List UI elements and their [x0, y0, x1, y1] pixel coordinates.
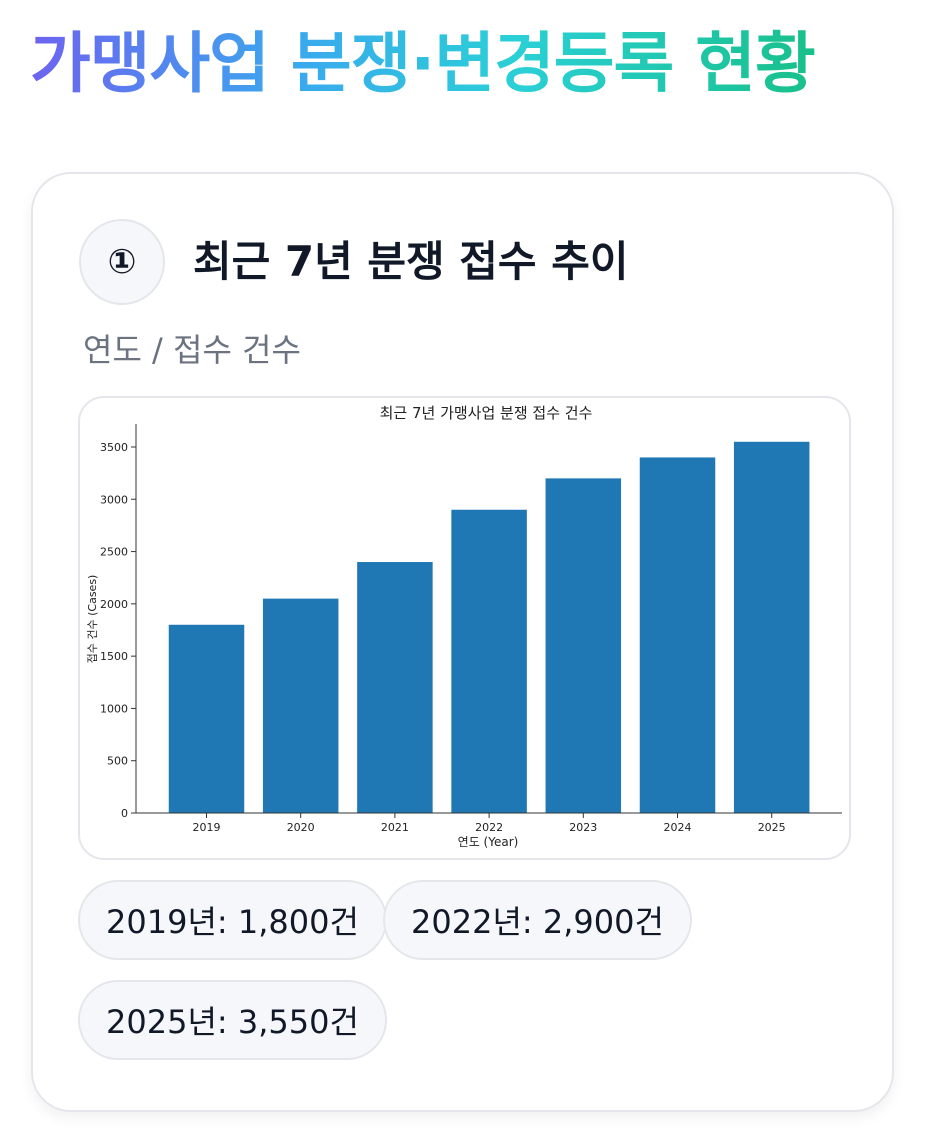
bar-2025 [733, 441, 810, 813]
section-subtitle: 연도 / 접수 건수 [83, 331, 301, 369]
y-tick-label: 1000 [100, 702, 128, 715]
y-tick-label: 500 [107, 755, 128, 768]
x-tick-label-2024: 2024 [664, 821, 692, 834]
x-axis-label: 연도 (Year) [458, 835, 519, 849]
stat-pill-2019: 2019년: 1,800건 [78, 880, 387, 960]
bars-group [168, 441, 810, 813]
y-axis-ticks: 0 500 1000 1500 2000 2500 3000 3500 [100, 441, 136, 820]
x-axis-ticks: 2019 2020 2021 2022 2023 2024 2025 [193, 813, 786, 834]
stat-pill-2025: 2025년: 3,550건 [78, 980, 387, 1060]
x-tick-label-2023: 2023 [569, 821, 597, 834]
x-tick-label-2021: 2021 [381, 821, 409, 834]
y-tick-label: 0 [121, 807, 128, 820]
bar-2020 [262, 598, 339, 813]
bar-2024 [639, 457, 716, 813]
stat-pill-2022: 2022년: 2,900건 [383, 880, 692, 960]
y-tick-label: 2000 [100, 598, 128, 611]
bar-2021 [357, 562, 433, 813]
x-tick-label-2022: 2022 [475, 821, 503, 834]
y-tick-label: 2500 [100, 546, 128, 559]
chart-card: ① 최근 7년 분쟁 접수 추이 연도 / 접수 건수 최근 7년 가맹사업 분… [31, 172, 894, 1112]
page-title: 가맹사업 분쟁·변경등록 현황 [30, 18, 816, 110]
y-tick-label: 3000 [100, 493, 128, 506]
section-title: 최근 7년 분쟁 접수 추이 [193, 237, 629, 286]
x-tick-label-2020: 2020 [287, 821, 315, 834]
x-tick-label-2025: 2025 [758, 821, 786, 834]
bar-chart: 최근 7년 가맹사업 분쟁 접수 건수 0 500 1000 1500 2000 2500… [86, 404, 842, 849]
chart-title: 최근 7년 가맹사업 분쟁 접수 건수 [380, 404, 593, 422]
bar-2019 [168, 624, 245, 813]
x-tick-label-2019: 2019 [193, 821, 221, 834]
y-axis-label: 접수 건수 (Cases) [86, 575, 99, 664]
bar-2023 [545, 478, 622, 813]
chart-frame: 최근 7년 가맹사업 분쟁 접수 건수 0 500 1000 1500 2000 2500… [78, 396, 851, 860]
bar-2022 [451, 509, 527, 813]
section-number-badge: ① [79, 219, 165, 305]
y-tick-label: 3500 [100, 441, 128, 454]
y-tick-label: 1500 [100, 650, 128, 663]
